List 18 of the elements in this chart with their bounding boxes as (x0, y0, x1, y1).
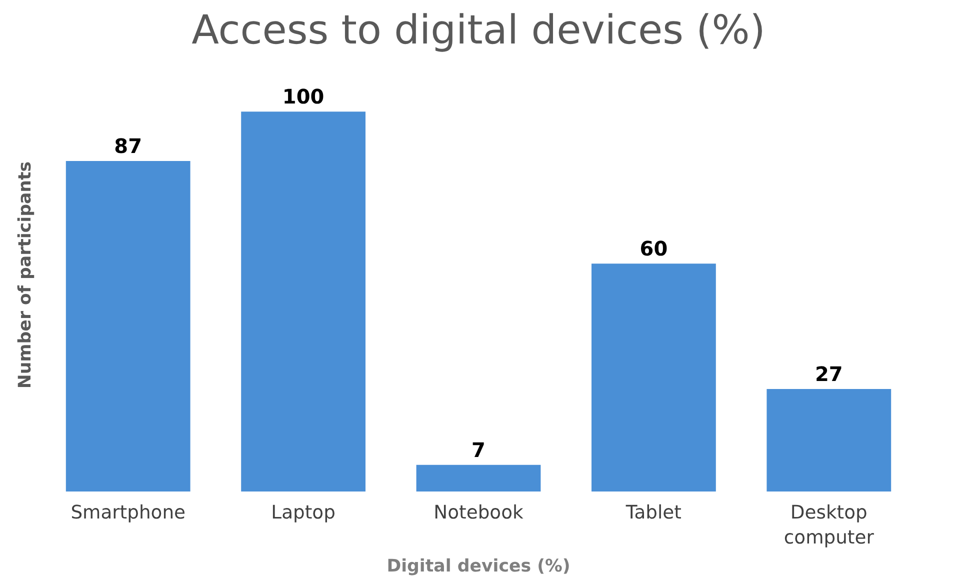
x-tick-label: Laptop (271, 502, 336, 524)
bar (66, 161, 190, 492)
x-tick-label: Desktop computer (784, 502, 874, 549)
bar (592, 264, 716, 492)
data-label: 7 (472, 438, 486, 462)
x-tick-label: Notebook (434, 502, 524, 524)
data-label: 100 (282, 84, 324, 109)
bar (766, 388, 892, 492)
x-tick-label: Tablet (624, 502, 682, 524)
data-label: 87 (114, 134, 142, 158)
data-label: 60 (640, 236, 668, 261)
bar (416, 464, 541, 492)
y-axis-title: Number of participants (16, 161, 36, 389)
data-label: 27 (814, 362, 843, 386)
bar (241, 112, 366, 492)
chart-title: Access to digital devices (%) (192, 8, 766, 54)
x-tick-label: Smartphone (70, 502, 186, 524)
x-axis-title: Digital devices (%) (386, 556, 570, 577)
